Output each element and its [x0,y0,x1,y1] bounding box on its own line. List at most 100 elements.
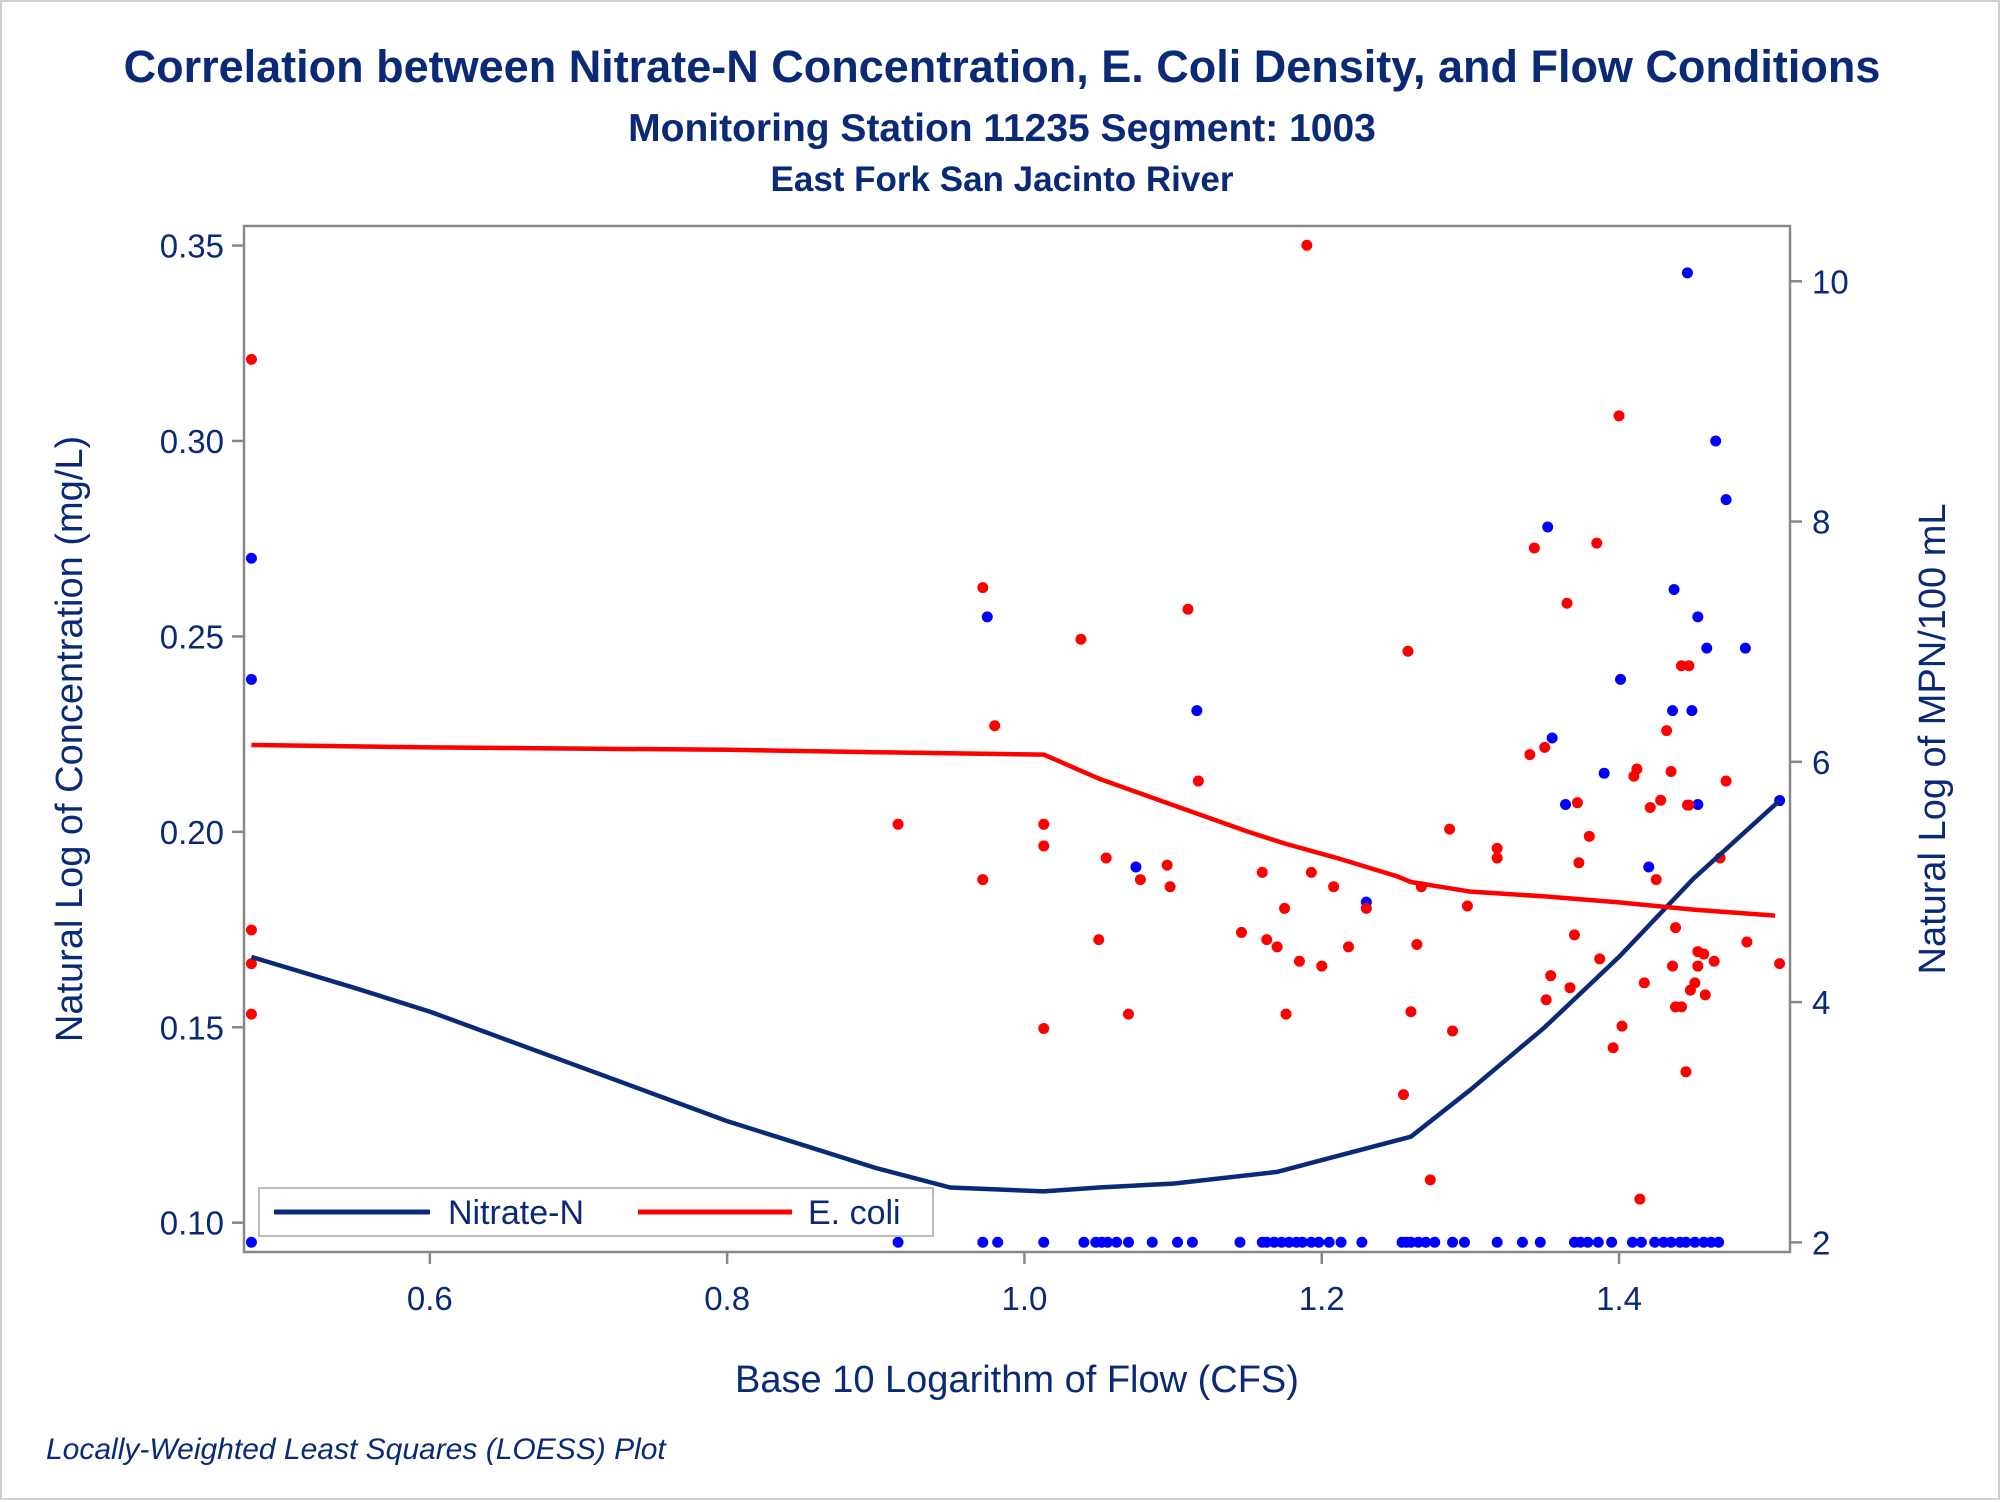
chart-footnote: Locally-Weighted Least Squares (LOESS) P… [46,1433,667,1466]
nitrate-point [1686,705,1698,717]
x-tick-label: 1.2 [1299,1280,1345,1317]
ecoli-point [1447,1025,1459,1037]
ecoli-point [245,353,257,365]
y2-tick-label: 8 [1812,504,1830,541]
nitrate-point [981,611,993,623]
ecoli-point [1256,866,1268,878]
nitrate-point [1692,798,1704,810]
nitrate-point [1458,1236,1470,1248]
ecoli-point [1561,597,1573,609]
nitrate-point [1516,1236,1528,1248]
ecoli-point [1720,775,1732,787]
nitrate-point [1191,705,1203,717]
ecoli-point [1650,874,1662,886]
ecoli-point [1573,857,1585,869]
x-tick-label: 0.8 [704,1280,750,1317]
y-axis-left: 0.10 0.15 0.20 0.25 0.30 0.35 [160,228,244,1242]
ecoli-point [892,818,904,830]
ecoli-point [1607,1042,1619,1054]
ecoli-point [1613,410,1625,422]
ecoli-point [1280,1008,1292,1020]
y2-tick-label: 4 [1812,984,1830,1021]
nitrate-point [1546,732,1558,744]
nitrate-point [245,1236,257,1248]
ecoli-point [1293,955,1305,967]
nitrate-point [1668,583,1680,595]
nitrate-point [1335,1236,1347,1248]
nitrate-point [1102,1236,1114,1248]
ecoli-point [1271,941,1283,953]
ecoli-point [1670,922,1682,934]
ecoli-point [1524,749,1536,761]
legend: Nitrate-N E. coli [258,1187,934,1237]
ecoli-point [1655,794,1667,806]
x-tick-label: 1.0 [1001,1280,1047,1317]
y-tick-label: 0.15 [160,1009,224,1046]
nitrate-point [1643,861,1655,873]
nitrate-point [1701,642,1713,654]
ecoli-point [1616,1020,1628,1032]
loess-lines-layer [250,742,1782,1194]
x-tick-label: 0.6 [407,1280,453,1317]
ecoli-point [245,924,257,936]
nitrate-point [1356,1236,1368,1248]
ecoli-point [1235,926,1247,938]
ecoli-loess-line [251,742,1776,918]
nitrate-point [1296,1236,1308,1248]
nitrate-point [1172,1236,1184,1248]
plot-area [242,224,1792,1254]
x-axis: 0.6 0.8 1.0 1.2 1.4 [407,1252,1642,1317]
plot-frame [242,224,1792,1254]
ecoli-point [1545,970,1557,982]
ecoli-point [977,874,989,886]
ecoli-point [1461,900,1473,912]
nitrate-point [892,1236,904,1248]
ecoli-point [1680,1066,1692,1078]
y2-axis-label: Natural Log of MPN/100 mL [1912,503,1954,974]
y-tick-label: 0.20 [160,814,224,851]
ecoli-point [1316,960,1328,972]
ecoli-point [977,582,989,594]
ecoli-point [1571,797,1583,809]
nitrate-point [1692,611,1704,623]
ecoli-point [1164,881,1176,893]
nitrate-point [1720,494,1732,506]
ecoli-point [1528,542,1540,554]
nitrate-point [1713,1236,1725,1248]
nitrate-point [1323,1236,1335,1248]
ecoli-point [1192,775,1204,787]
ecoli-point [1491,852,1503,864]
nitrate-point [1606,1236,1618,1248]
ecoli-point [1360,902,1372,914]
y-axis-label: Natural Log of Concentration (mg/L) [49,436,91,1042]
ecoli-point [1689,977,1701,989]
legend-box [258,1187,934,1237]
ecoli-point [1122,1008,1134,1020]
nitrate-point [1689,1236,1701,1248]
ecoli-point [1540,994,1552,1006]
nitrate-point [1626,1236,1638,1248]
ecoli-point [1667,960,1679,972]
ecoli-point [1683,799,1695,811]
ecoli-point [1708,955,1720,967]
y2-tick-label: 10 [1812,263,1849,300]
ecoli-point [1038,818,1050,830]
ecoli-point [1424,1174,1436,1186]
y-axis-right: 2 4 6 8 10 [1790,263,1849,1261]
ecoli-point [1568,929,1580,941]
nitrate-point [1186,1236,1198,1248]
nitrate-point [1680,1236,1692,1248]
ecoli-point [1661,725,1673,737]
nitrate-point [1635,1236,1647,1248]
ecoli-point [1692,960,1704,972]
ecoli-point [1328,881,1340,893]
points-layer [245,239,1786,1248]
nitrate-point [1667,705,1679,717]
nitrate-point [992,1236,1004,1248]
ecoli-point [1411,938,1423,950]
ecoli-point [1583,830,1595,842]
ecoli-point [245,958,257,970]
x-tick-label: 1.4 [1596,1280,1642,1317]
ecoli-point [989,720,1001,732]
